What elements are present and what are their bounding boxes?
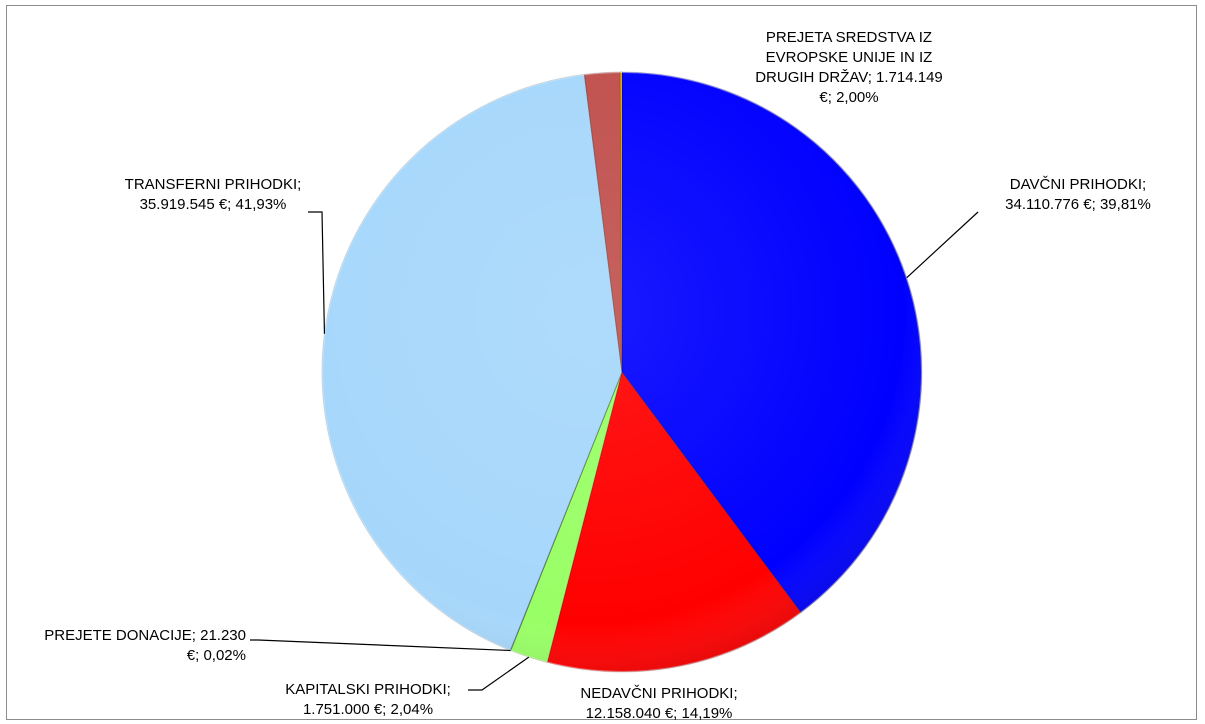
label-eu: PREJETA SREDSTVA IZ EVROPSKE UNIJE IN IZ…: [755, 29, 943, 106]
leader-line-davcni: [906, 211, 979, 279]
leader-line-kapitalski: [468, 656, 530, 691]
leader-line-transferni: [308, 211, 326, 334]
label-kapitalski: KAPITALSKI PRIHODKI; 1.751.000 €; 2,04%: [285, 681, 451, 718]
label-davcni: DAVČNI PRIHODKI; 34.110.776 €; 39,81%: [1005, 176, 1151, 213]
label-donacije: PREJETE DONACIJE; 21.230 €; 0,02%: [44, 627, 246, 664]
label-nedavcni: NEDAVČNI PRIHODKI; 12.158.040 €; 14,19%: [580, 685, 738, 722]
leader-line-donacije: [250, 639, 511, 652]
label-transferni: TRANSFERNI PRIHODKI; 35.919.545 €; 41,93…: [124, 176, 302, 213]
